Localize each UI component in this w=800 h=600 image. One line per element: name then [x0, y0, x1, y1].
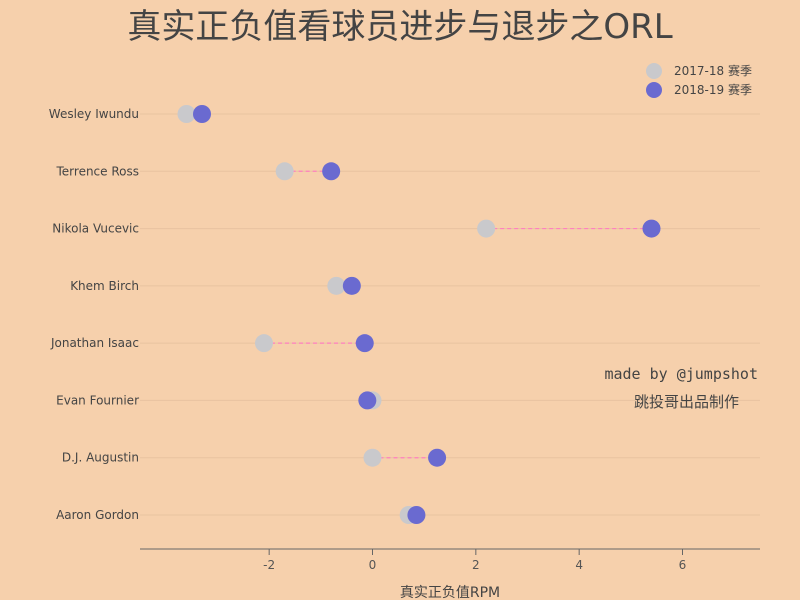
legend-marker — [646, 82, 662, 98]
y-tick-label: Nikola Vucevic — [52, 222, 139, 236]
y-tick-label: Terrence Ross — [56, 164, 140, 178]
legend-marker — [646, 63, 662, 79]
point-season-2018-19[interactable] — [322, 162, 341, 181]
connector-lines — [186, 113, 652, 516]
data-points — [177, 105, 661, 524]
x-axis-title: 真实正负值RPM — [400, 585, 500, 600]
legend-label: 2017-18 赛季 — [674, 63, 752, 78]
y-axis-labels: Wesley Iwundu Terrence Ross Nikola Vucevic… — [49, 107, 139, 522]
point-season-2017-18[interactable] — [275, 162, 294, 181]
point-season-2018-19[interactable] — [407, 506, 426, 524]
x-tick-label: 0 — [369, 558, 377, 572]
x-tick-label: 6 — [679, 558, 687, 572]
x-tick-label: -2 — [263, 558, 275, 572]
point-season-2018-19[interactable] — [642, 219, 661, 238]
grid-lines — [140, 113, 760, 516]
point-season-2017-18[interactable] — [327, 276, 346, 295]
credit-annotation: made by @jumpshot — [604, 365, 758, 383]
x-tick-label: 4 — [575, 558, 583, 572]
point-season-2018-19[interactable] — [342, 276, 361, 295]
point-season-2018-19[interactable] — [355, 334, 374, 353]
legend-label: 2018-19 赛季 — [674, 82, 752, 97]
x-axis-ticks: -2 0 2 4 6 — [263, 549, 686, 572]
point-season-2018-19[interactable] — [358, 391, 377, 410]
legend-item[interactable]: 2018-19 赛季 — [646, 82, 752, 98]
point-season-2018-19[interactable] — [428, 448, 447, 467]
chart-title: 真实正负值看球员进步与退步之ORL — [127, 7, 672, 47]
y-tick-label: Aaron Gordon — [56, 508, 139, 522]
legend[interactable]: 2017-18 赛季 2018-19 赛季 — [646, 63, 752, 98]
point-season-2018-19[interactable] — [193, 105, 211, 123]
point-season-2017-18[interactable] — [255, 334, 273, 353]
x-tick-label: 2 — [472, 558, 480, 572]
y-tick-label: Evan Fournier — [56, 393, 139, 407]
y-tick-label: Khem Birch — [70, 279, 139, 293]
point-season-2017-18[interactable] — [177, 105, 196, 123]
legend-item[interactable]: 2017-18 赛季 — [646, 63, 752, 79]
y-tick-label: Jonathan Isaac — [50, 336, 139, 350]
credit-annotation-cn: 跳投哥出品制作 — [634, 393, 739, 411]
point-season-2017-18[interactable] — [477, 219, 496, 238]
y-tick-label: Wesley Iwundu — [49, 107, 139, 121]
y-tick-label: D.J. Augustin — [62, 451, 139, 465]
point-season-2017-18[interactable] — [363, 448, 382, 467]
